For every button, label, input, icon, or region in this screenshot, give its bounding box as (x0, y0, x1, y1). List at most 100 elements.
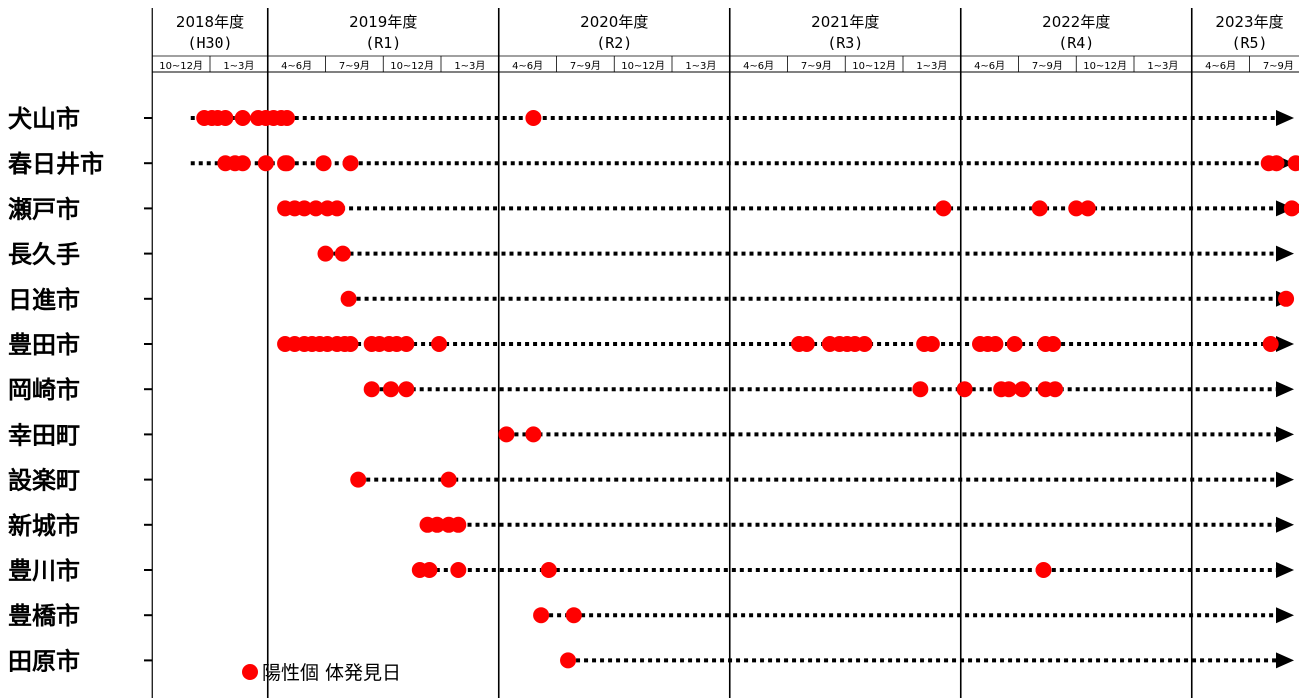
quarter-label: 7~9月 (570, 60, 601, 72)
year-label: 2023年度 (1215, 13, 1283, 31)
detection-point (340, 290, 357, 307)
detection-point (363, 381, 380, 398)
era-label: (R3) (827, 34, 863, 52)
detection-point (450, 562, 467, 578)
detection-point (1006, 336, 1023, 352)
detection-point (1287, 155, 1299, 172)
detection-point (798, 336, 815, 352)
quarter-label: 4~6月 (1205, 60, 1236, 72)
city-label: 豊川市 (8, 557, 80, 585)
detection-point (1068, 200, 1085, 217)
detection-point (450, 516, 467, 533)
city-label: 設楽町 (8, 467, 80, 495)
detection-point (234, 110, 251, 126)
era-label: (R2) (596, 34, 632, 52)
city-label: 春日井市 (8, 150, 104, 178)
detection-point (431, 336, 448, 352)
detection-point (334, 245, 351, 262)
city-label: 岡崎市 (8, 376, 80, 404)
detection-point (1278, 290, 1295, 307)
detection-point (342, 336, 359, 352)
year-label: 2022年度 (1042, 13, 1110, 31)
detection-point (1031, 200, 1048, 217)
detection-point (533, 607, 550, 624)
arrowhead (1276, 652, 1294, 669)
arrowhead (1276, 562, 1294, 578)
detection-point (279, 155, 295, 172)
detection-point (398, 336, 415, 352)
quarter-label: 4~6月 (743, 60, 774, 72)
arrowhead (1276, 245, 1294, 262)
header-area: 2018年度 (H30) 10~12月 1~3月 2019年度 (R1) 4~6月 7~9月 1… (152, 13, 1299, 73)
detection-point (307, 200, 324, 217)
detection-point (421, 562, 438, 578)
quarter-label: 10~12月 (621, 60, 665, 72)
year-dividers (151, 8, 1193, 698)
detection-point (1045, 336, 1062, 352)
city-label: 長久手 (8, 241, 80, 269)
year-label: 2021年度 (811, 13, 879, 31)
detection-point (217, 110, 234, 126)
detection-point (1079, 200, 1096, 217)
quarter-label: 4~6月 (512, 60, 543, 72)
year-label: 2020年度 (580, 13, 648, 31)
legend-label: 陽性個 体発見日 (262, 662, 401, 684)
detection-point (1000, 381, 1017, 398)
quarter-label: 1~3月 (223, 60, 254, 72)
city-label: 豊橋市 (8, 602, 80, 630)
city-label: 幸田町 (8, 421, 80, 449)
detection-point (565, 607, 582, 624)
detection-point (398, 381, 415, 398)
era-label: (R1) (365, 34, 401, 52)
detection-point (540, 562, 557, 578)
arrowhead (1276, 607, 1294, 624)
year-label: 2018年度 (176, 13, 244, 31)
detection-point (987, 336, 1004, 352)
arrowhead (1276, 110, 1294, 126)
legend-marker (242, 664, 258, 680)
detection-point (560, 652, 577, 669)
quarter-label: 7~9月 (1032, 60, 1063, 72)
quarter-label: 1~3月 (454, 60, 485, 72)
detection-point (350, 471, 367, 488)
detection-point (1283, 200, 1299, 217)
quarter-label: 1~3月 (685, 60, 716, 72)
detection-point (1268, 155, 1285, 172)
quarter-label: 10~12月 (390, 60, 434, 72)
era-label: (R4) (1058, 34, 1094, 52)
quarter-label: 4~6月 (281, 60, 312, 72)
detection-point (234, 155, 251, 172)
quarter-label: 10~12月 (1083, 60, 1127, 72)
city-label: 新城市 (8, 512, 80, 540)
year-label: 2019年度 (349, 13, 417, 31)
detection-point (296, 200, 313, 217)
detection-point (342, 155, 359, 172)
city-label: 田原市 (8, 647, 80, 675)
detection-point (1014, 381, 1031, 398)
detection-point (956, 381, 973, 398)
quarter-label: 7~9月 (1263, 60, 1294, 72)
detection-point (317, 245, 334, 262)
detection-point (525, 426, 542, 443)
detection-point (315, 155, 332, 172)
arrowhead (1276, 426, 1294, 443)
detection-point (912, 381, 929, 398)
detection-point (525, 110, 542, 126)
detection-point (1035, 562, 1052, 578)
quarter-label: 1~3月 (916, 60, 947, 72)
city-label: 日進市 (8, 286, 80, 314)
detection-point (856, 336, 873, 352)
detection-point (382, 381, 399, 398)
detection-point (923, 336, 940, 352)
city-label: 豊田市 (8, 331, 80, 359)
detection-point (429, 516, 446, 533)
arrowhead (1276, 471, 1294, 488)
detection-point (935, 200, 952, 217)
quarter-label: 10~12月 (159, 60, 203, 72)
arrowhead (1276, 336, 1294, 352)
city-label: 犬山市 (8, 105, 80, 133)
era-label: (H30) (187, 34, 232, 52)
detection-point (440, 471, 457, 488)
arrowhead (1276, 381, 1294, 398)
legend: 陽性個 体発見日 (242, 662, 401, 684)
